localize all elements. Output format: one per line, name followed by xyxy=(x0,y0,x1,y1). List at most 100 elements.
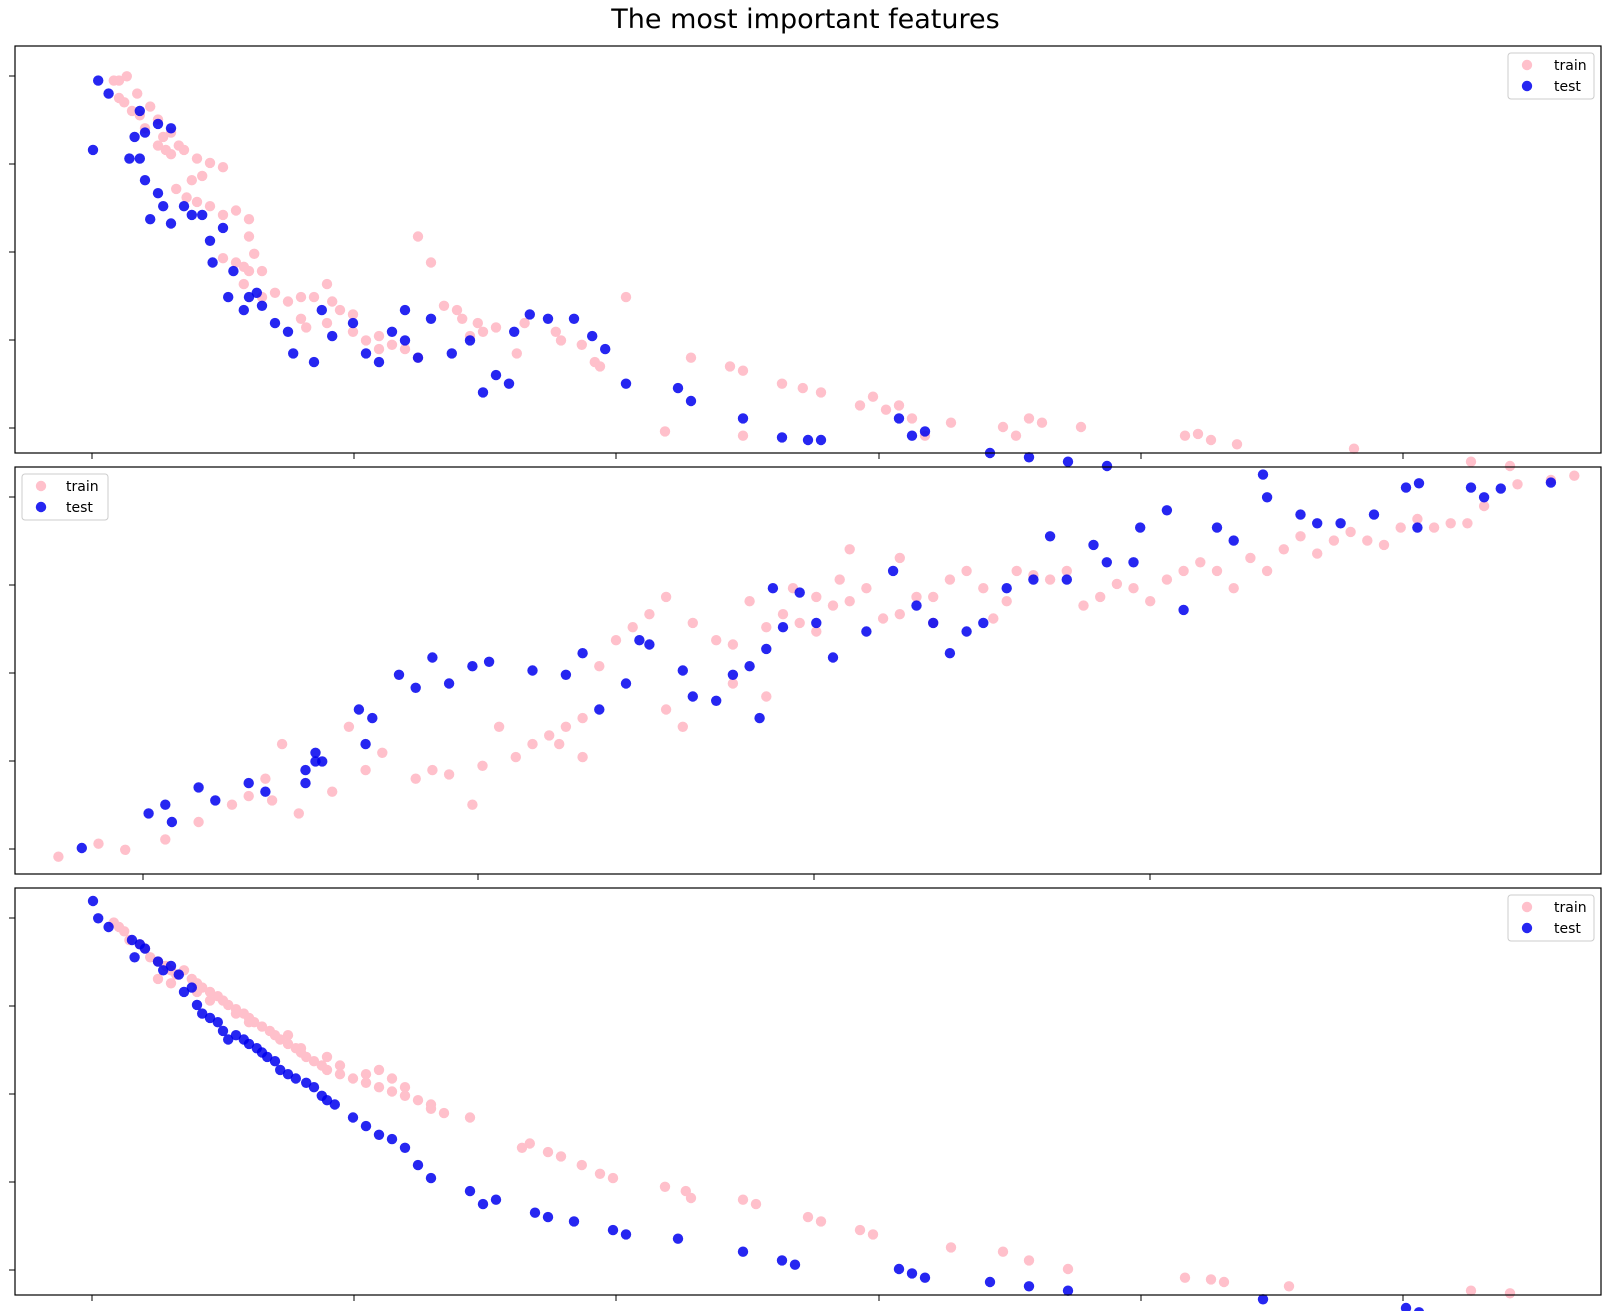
point-train xyxy=(276,738,288,750)
point-test xyxy=(477,387,489,398)
point-train xyxy=(53,851,64,862)
point-test xyxy=(490,369,502,381)
point-test xyxy=(134,153,145,164)
point-test xyxy=(620,378,632,389)
point-train xyxy=(761,691,772,702)
point-test xyxy=(1257,1294,1269,1305)
point-test xyxy=(373,356,385,368)
point-train xyxy=(854,1224,866,1236)
point-train xyxy=(1231,439,1243,450)
point-test xyxy=(308,356,320,368)
point-test xyxy=(827,652,839,663)
legend-label-test: test xyxy=(1554,921,1581,937)
point-train xyxy=(776,378,788,389)
point-train xyxy=(527,738,538,750)
point-train xyxy=(191,153,203,164)
point-test xyxy=(178,201,190,212)
point-train xyxy=(243,1017,255,1028)
point-test xyxy=(360,1120,372,1132)
point-test xyxy=(93,75,104,86)
point-train xyxy=(186,175,197,186)
point-train xyxy=(1504,1288,1516,1299)
point-train xyxy=(334,1060,346,1071)
point-train xyxy=(724,361,736,372)
legend: train test xyxy=(1507,52,1595,100)
point-train xyxy=(524,1138,535,1149)
point-test xyxy=(152,956,164,967)
point-test xyxy=(1413,478,1425,489)
point-train xyxy=(1036,417,1048,428)
point-test xyxy=(815,434,827,446)
point-train xyxy=(243,214,255,225)
point-train xyxy=(238,278,249,290)
point-train xyxy=(256,265,268,277)
point-train xyxy=(386,1086,398,1097)
point-test xyxy=(386,326,398,337)
point-test xyxy=(139,127,151,138)
point-train xyxy=(293,808,304,819)
point-train xyxy=(347,326,359,337)
point-train xyxy=(659,426,671,437)
point-test xyxy=(238,304,249,316)
point-train xyxy=(282,1030,294,1041)
point-train xyxy=(165,978,177,989)
point-test xyxy=(490,1194,502,1205)
point-test xyxy=(1161,505,1173,516)
point-test xyxy=(93,913,104,924)
point-train xyxy=(119,97,130,108)
point-train xyxy=(301,1051,312,1063)
point-test xyxy=(711,695,722,706)
point-train xyxy=(1478,500,1490,512)
point-train xyxy=(1295,531,1306,542)
point-test xyxy=(777,622,789,633)
point-test xyxy=(316,304,327,316)
point-train xyxy=(152,140,164,151)
point-test xyxy=(165,960,177,972)
panel-3: train test xyxy=(9,887,1602,1311)
point-test xyxy=(767,583,779,594)
point-test xyxy=(1062,456,1074,467)
point-test xyxy=(464,1185,476,1197)
point-test xyxy=(193,782,204,793)
point-test xyxy=(129,131,140,143)
point-test xyxy=(158,201,169,212)
point-train xyxy=(223,999,234,1011)
point-train xyxy=(327,296,338,307)
point-train xyxy=(217,209,229,221)
point-test xyxy=(425,313,437,324)
point-train xyxy=(577,712,588,724)
point-test xyxy=(373,1129,385,1141)
point-train xyxy=(343,721,355,732)
point-train xyxy=(377,747,388,758)
point-train xyxy=(893,400,905,411)
legend: train test xyxy=(1507,894,1595,942)
point-test xyxy=(347,1112,359,1123)
point-test xyxy=(1028,574,1039,585)
point-train xyxy=(577,751,588,763)
point-train xyxy=(1395,522,1406,533)
point-test xyxy=(152,188,164,199)
point-train xyxy=(1412,513,1423,525)
point-test xyxy=(243,291,255,303)
point-train xyxy=(555,335,567,346)
point-test xyxy=(143,808,154,819)
point-train xyxy=(360,1077,372,1089)
point-test xyxy=(1545,477,1557,488)
point-test xyxy=(1335,518,1346,529)
point-test xyxy=(754,712,765,724)
point-train xyxy=(777,609,789,620)
point-test xyxy=(412,1159,424,1171)
point-test xyxy=(527,665,538,676)
point-test xyxy=(251,287,262,298)
point-test xyxy=(1228,535,1239,546)
point-train xyxy=(386,339,398,350)
point-test xyxy=(223,1034,234,1045)
point-test xyxy=(269,317,281,329)
point-train xyxy=(660,591,672,603)
point-train xyxy=(360,1069,372,1080)
point-test xyxy=(737,1246,749,1257)
point-test xyxy=(321,1095,333,1106)
point-test xyxy=(961,626,972,637)
point-train xyxy=(906,413,918,424)
point-test xyxy=(243,1038,255,1050)
